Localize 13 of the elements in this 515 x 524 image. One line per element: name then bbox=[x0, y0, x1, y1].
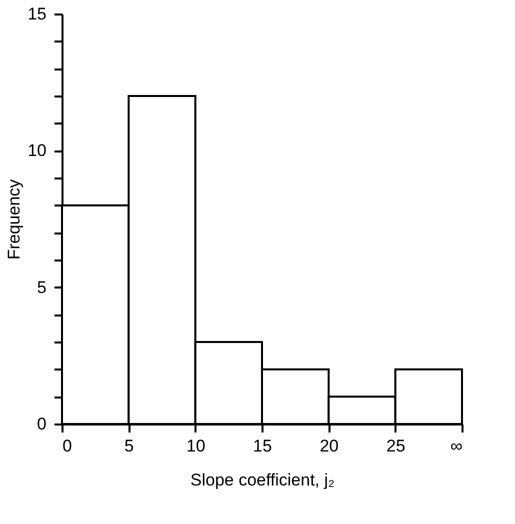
x-tick-label: 25 bbox=[386, 436, 406, 456]
y-tick-label: 0 bbox=[37, 414, 46, 434]
y-tick-label: 15 bbox=[28, 4, 46, 24]
x-tick-label: 15 bbox=[253, 436, 272, 456]
x-tick-label: 0 bbox=[62, 436, 72, 456]
x-tick-label: 10 bbox=[186, 436, 206, 456]
y-tick-label: 10 bbox=[28, 141, 46, 160]
x-tick-label: 5 bbox=[124, 436, 134, 456]
y-tick-label: 5 bbox=[37, 278, 46, 297]
x-tick-label: ∞ bbox=[450, 436, 462, 456]
x-tick-label: 20 bbox=[320, 436, 339, 456]
x-axis-title: Slope coefficient, j₂ bbox=[190, 470, 335, 490]
y-axis-title: Frequency bbox=[4, 178, 24, 260]
